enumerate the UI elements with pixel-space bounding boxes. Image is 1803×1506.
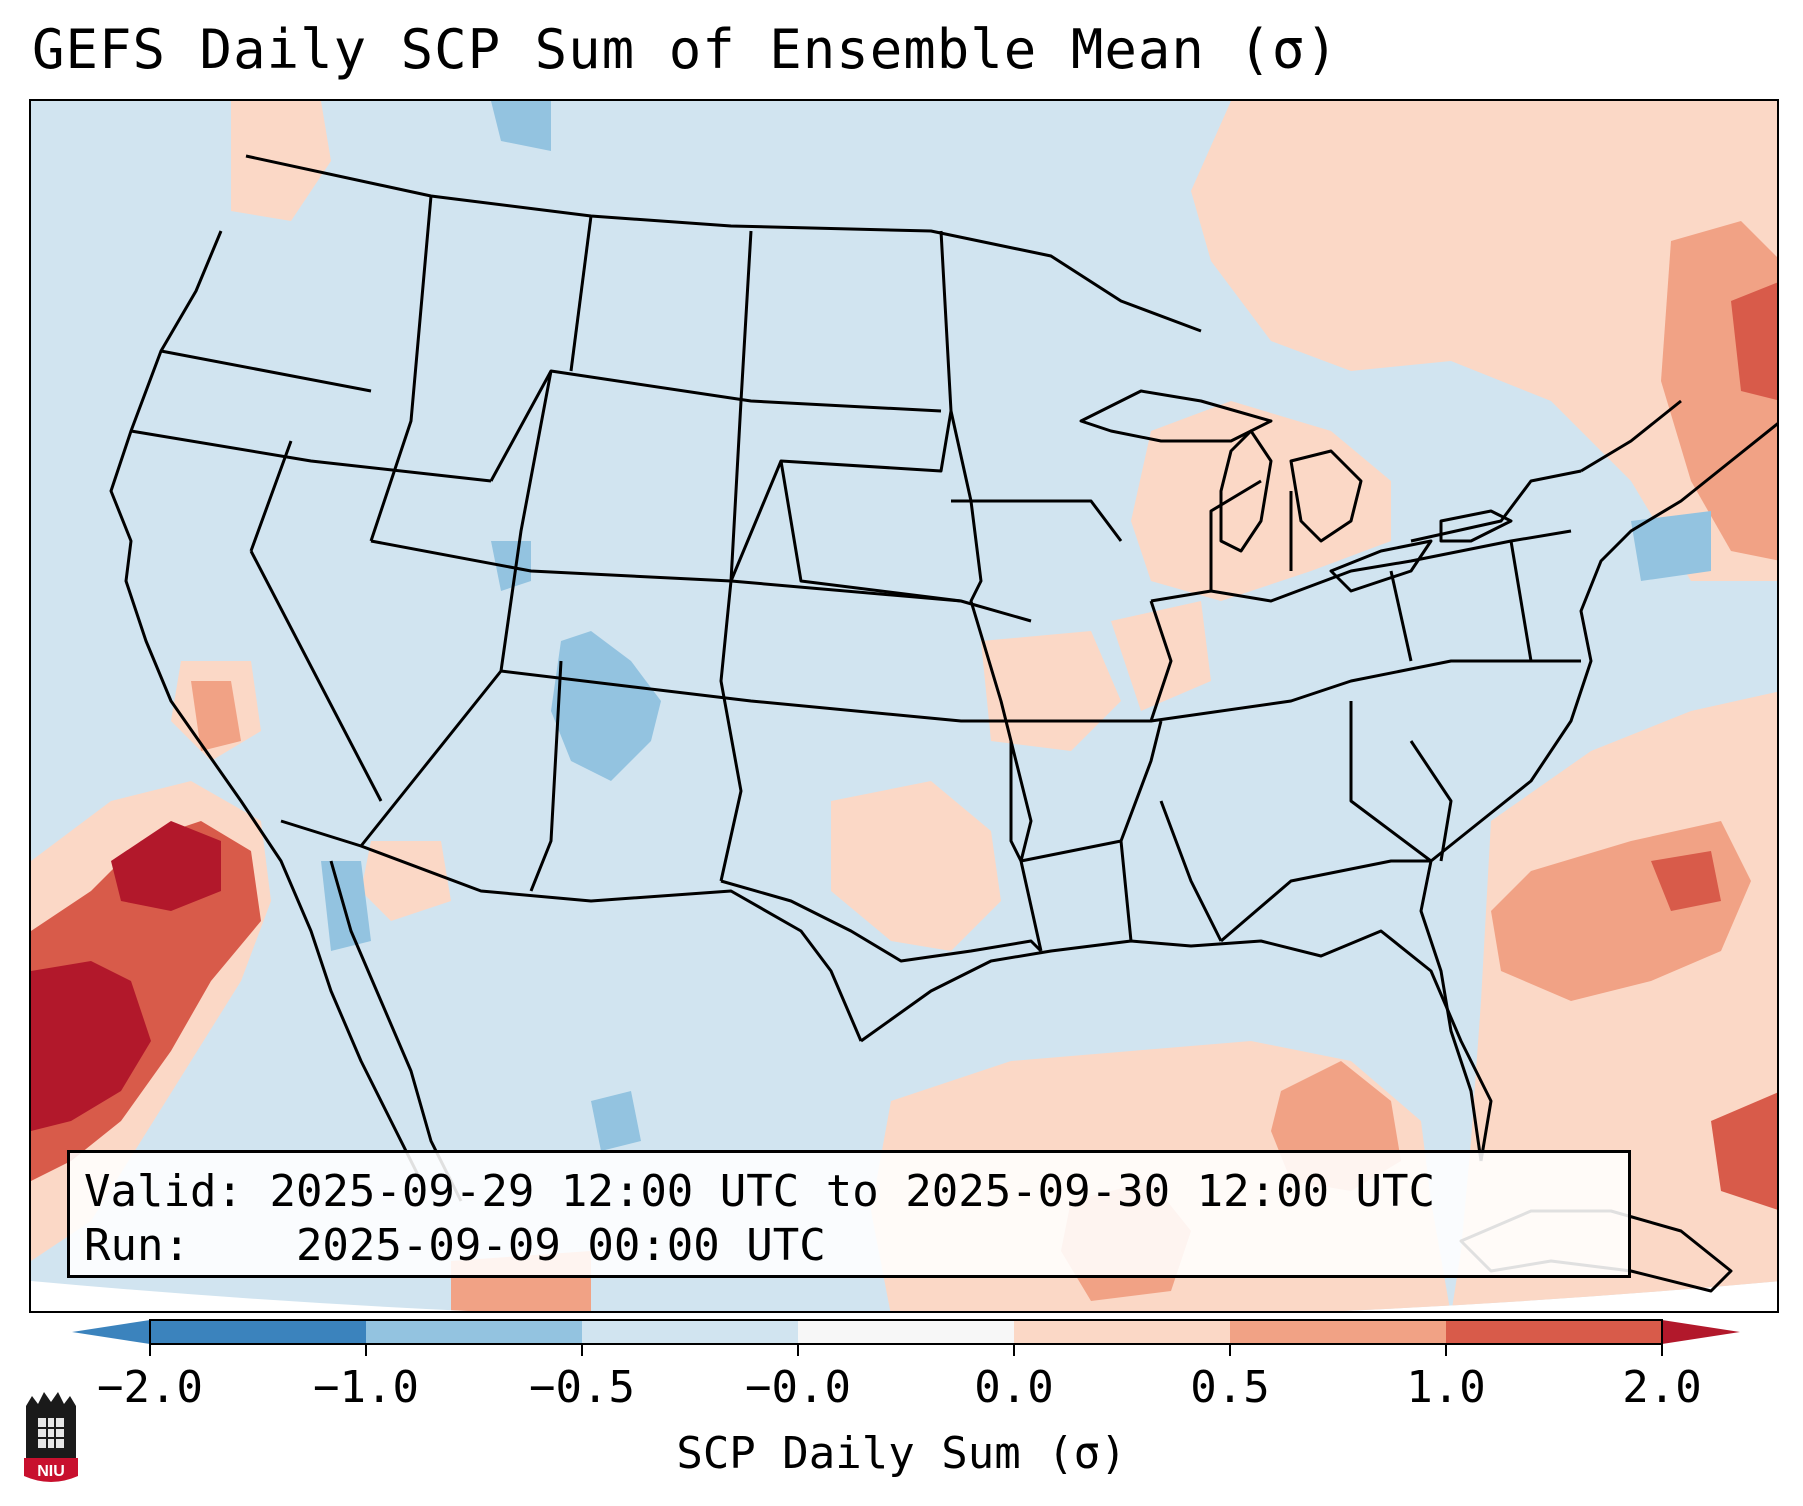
anomaly-northwest [231, 101, 331, 221]
colorbar-tick-label: 1.0 [1406, 1362, 1486, 1413]
state-line-28 [1389, 570, 1413, 662]
anomaly-central-california [191, 681, 241, 751]
state-line-31 [1409, 740, 1453, 862]
map-data-layer [31, 101, 1777, 1311]
state-line-17 [969, 500, 1043, 952]
anomaly-midwest [1111, 601, 1211, 711]
lake-huron [1289, 449, 1363, 543]
state-line-23 [1159, 800, 1223, 942]
state-line-20 [1020, 720, 1163, 863]
info-box: Valid: 2025-09-29 12:00 UTC to 2025-09-3… [67, 1150, 1631, 1278]
valid-label: Valid: [84, 1166, 243, 1217]
anomaly-montana-negative [491, 101, 551, 151]
valid-line: Valid: 2025-09-29 12:00 UTC to 2025-09-3… [84, 1165, 1628, 1219]
anomaly-atlantic-strong [1651, 851, 1721, 911]
state-line-29 [1509, 540, 1533, 662]
pacific-coastline [109, 230, 423, 1182]
gulf-coastline [860, 929, 1493, 1162]
lake-erie [1329, 539, 1433, 593]
niu-logo: NIU [24, 1392, 78, 1482]
state-line-8 [249, 440, 293, 552]
state-line-16 [951, 499, 1123, 542]
state-line-24 [1220, 859, 1431, 943]
colorbar-segment [582, 1320, 799, 1344]
state-line-4 [130, 429, 492, 483]
logo-shield-icon [24, 1458, 78, 1482]
colorbar-segment [150, 1320, 367, 1344]
state-line-12 [529, 660, 563, 892]
chart-title: GEFS Daily SCP Sum of Ensemble Mean (σ) [32, 18, 1339, 81]
logo-text: NIU [37, 1463, 65, 1480]
state-line-5 [489, 369, 942, 482]
run-label: Run: [84, 1220, 190, 1271]
colorbar-outline [149, 1319, 1663, 1345]
colorbar-segments [150, 1320, 1663, 1344]
atlantic-coastline [1419, 422, 1777, 1162]
anomaly-baja-negative [321, 861, 371, 951]
state-line-3 [160, 349, 372, 393]
colorbar-tick-label: 0.5 [1190, 1362, 1270, 1413]
state-line-33 [1580, 399, 1682, 473]
colorbar [72, 1319, 1740, 1356]
colorbar-label: SCP Daily Sum (σ) [676, 1428, 1127, 1479]
state-line-18 [1011, 600, 1173, 723]
logo-window-grid-icon [38, 1418, 64, 1448]
state-line-26 [1209, 479, 1262, 591]
run-value: 2025-09-09 00:00 UTC [295, 1220, 826, 1271]
anomaly-northeast-strong [1731, 281, 1777, 401]
colorbar-tick-label: 2.0 [1622, 1362, 1702, 1413]
state-line-15 [939, 230, 973, 502]
state-line-11 [500, 669, 1011, 723]
colorbar-tick-label: −0.5 [529, 1362, 635, 1413]
map-panel [29, 99, 1779, 1313]
run-line: Run: 2025-09-09 00:00 UTC [84, 1219, 1628, 1273]
texas-boundary [720, 879, 1043, 963]
state-line-21 [1150, 659, 1581, 723]
geographic-boundaries [109, 154, 1777, 1293]
logo-window-icon [38, 1418, 64, 1448]
us-canada-border [245, 154, 1202, 333]
valid-value: 2025-09-29 12:00 UTC to 2025-09-30 12:00… [269, 1166, 1436, 1217]
state-line-1 [369, 195, 433, 542]
colorbar-tick-label: −1.0 [313, 1362, 419, 1413]
state-line-10 [719, 230, 753, 882]
colorbar-ticks [149, 1344, 1663, 1356]
anomaly-northeast-canada [1191, 101, 1777, 581]
state-line-19 [1009, 741, 1023, 862]
extreme-positive-anomaly-layer [31, 821, 221, 1131]
state-line-32 [1349, 701, 1432, 863]
anomaly-colorado-negative [551, 631, 661, 781]
southern-border [280, 819, 863, 1042]
state-line-9 [569, 215, 593, 372]
negative-anomaly-layer [321, 101, 1711, 1151]
anomaly-mexico-negative [591, 1091, 641, 1151]
state-line-13 [729, 459, 962, 603]
state-line-30 [1410, 469, 1582, 543]
colorbar-right-extension [1662, 1320, 1740, 1344]
anomaly-pacific-extreme-north [111, 821, 221, 911]
colorbar-left-extension [72, 1320, 150, 1344]
lake-ontario [1439, 509, 1513, 543]
colorbar-tick-label: −0.0 [745, 1362, 851, 1413]
state-line-22 [1119, 840, 1133, 942]
map-svg [31, 101, 1777, 1311]
colorbar-segment [1014, 1320, 1231, 1344]
anomaly-arizona [361, 841, 451, 921]
state-line-7 [249, 550, 383, 802]
anomaly-caribbean-strong [1711, 1091, 1777, 1211]
state-line-14 [780, 410, 953, 473]
colorbar-segment [1230, 1320, 1447, 1344]
lake-superior [1079, 389, 1273, 443]
colorbar-tick-label: 0.0 [974, 1362, 1054, 1413]
colorbar-segment [1446, 1320, 1663, 1344]
colorbar-tick-label: −2.0 [97, 1362, 203, 1413]
anomaly-atlantic-negative [1631, 511, 1711, 581]
colorbar-segment [798, 1320, 1015, 1344]
colorbar-segment [366, 1320, 583, 1344]
anomaly-southern-plains [831, 781, 1001, 951]
lake-michigan [1219, 429, 1273, 553]
anomaly-pacific-extreme [31, 961, 151, 1131]
